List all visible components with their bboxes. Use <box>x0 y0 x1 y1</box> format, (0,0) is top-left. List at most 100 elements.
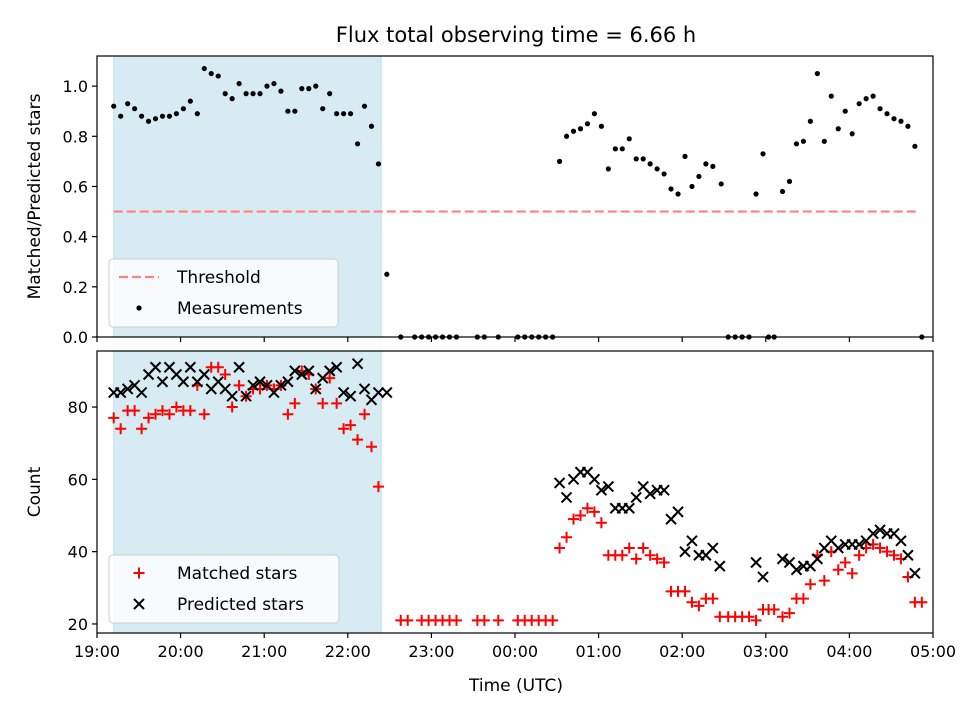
predicted-star-point <box>595 484 608 496</box>
measurement-point <box>264 83 270 89</box>
predicted-star-point <box>351 357 364 370</box>
y-tick-label: 40 <box>68 543 88 562</box>
matched-star-point <box>478 614 490 626</box>
measurement-point <box>814 70 820 77</box>
legend-label: Measurements <box>177 299 303 319</box>
matched-star-point <box>777 611 789 623</box>
measurement-point <box>118 113 124 119</box>
predicted-star-point <box>310 383 322 395</box>
matched-star-point <box>768 604 780 615</box>
predicted-star-point <box>811 553 824 565</box>
matched-star-point <box>338 423 350 435</box>
predicted-star-point <box>832 542 844 554</box>
measurement-point <box>710 163 716 169</box>
measurement-point <box>354 141 361 147</box>
predicted-star-point <box>853 538 865 551</box>
matched-star-point <box>359 408 371 420</box>
measurement-point <box>577 126 584 132</box>
matched-star-point <box>846 567 858 579</box>
predicted-star-point <box>776 553 789 565</box>
measurement-point <box>384 271 390 277</box>
measurement-point <box>828 93 834 99</box>
legend-predicted-swatch <box>133 598 145 610</box>
measurement-point <box>125 101 131 107</box>
measurement-point <box>591 111 598 117</box>
predicted-star-point <box>790 564 803 576</box>
predicted-star-point <box>135 386 148 399</box>
measurement-point <box>556 158 563 164</box>
chart-title: Flux total observing time = 6.66 h <box>336 23 696 47</box>
predicted-star-point <box>867 527 879 540</box>
predicted-star-point <box>303 365 315 377</box>
measurement-point <box>760 151 766 157</box>
y-tick-label: 0.6 <box>63 177 88 196</box>
measurement-point <box>180 106 186 112</box>
x-tick-label: 21:00 <box>241 642 287 661</box>
x-tick-label: 03:00 <box>743 642 789 661</box>
measurement-point <box>563 133 570 139</box>
matched-star-point <box>832 564 844 576</box>
matched-star-point <box>136 423 148 435</box>
predicted-star-point <box>296 368 308 381</box>
measurement-point <box>375 161 382 167</box>
matched-star-point <box>156 405 168 417</box>
matched-star-point <box>623 542 635 554</box>
measurement-point <box>320 106 326 112</box>
predicted-star-point <box>247 379 259 392</box>
predicted-star-point <box>658 484 670 496</box>
matched-star-point <box>797 593 809 605</box>
matched-star-point <box>679 585 691 597</box>
matched-star-point <box>616 549 628 561</box>
matched-star-point <box>450 614 462 626</box>
measurement-point <box>334 111 340 117</box>
measurement-point <box>159 113 166 119</box>
measurement-point <box>285 108 291 114</box>
predicted-star-point <box>381 386 393 399</box>
measurement-point <box>152 116 159 122</box>
measurement-point <box>807 118 813 124</box>
measurement-point <box>243 91 249 97</box>
measurement-point <box>682 153 688 159</box>
y-tick-label: 20 <box>68 615 88 634</box>
measurement-point <box>626 136 632 142</box>
x-tick-label: 20:00 <box>158 642 204 661</box>
measurement-point <box>856 101 862 107</box>
measurement-point <box>800 138 807 144</box>
matched-star-point <box>547 614 559 626</box>
predicted-star-point <box>198 368 210 381</box>
measurement-point <box>898 118 904 124</box>
measurement-point <box>278 88 284 94</box>
predicted-star-point <box>672 506 684 518</box>
measurement-point <box>208 70 214 77</box>
measurement-point <box>257 91 263 97</box>
measurement-point <box>912 143 918 149</box>
measurement-point <box>779 188 786 195</box>
y-axis-label: Matched/Predicted stars <box>25 93 45 299</box>
measurement-point <box>347 111 354 117</box>
matched-star-point <box>402 614 414 626</box>
measurement-point <box>786 178 793 185</box>
x-tick-label: 22:00 <box>325 642 371 661</box>
predicted-star-point <box>282 376 294 388</box>
measurement-point <box>229 96 235 102</box>
matched-star-point <box>853 549 865 561</box>
matched-star-point <box>595 517 607 529</box>
y-tick-label: 0.4 <box>63 228 88 247</box>
x-tick-label: 05:00 <box>910 642 956 661</box>
matched-star-point <box>115 423 127 435</box>
y-tick-label: 0.0 <box>63 328 88 347</box>
predicted-star-point <box>895 535 907 547</box>
legend-box <box>108 554 340 624</box>
matched-star-point <box>581 502 593 514</box>
matched-star-point <box>198 408 210 420</box>
predicted-star-point <box>344 390 357 402</box>
measurement-point <box>640 156 646 162</box>
y-tick-label: 60 <box>68 470 88 489</box>
x-axis-label: Time (UTC) <box>468 676 563 696</box>
measurement-point <box>849 131 855 137</box>
legend-measurement-swatch <box>136 305 142 311</box>
measurement-point <box>753 191 759 197</box>
matched-star-point <box>743 611 755 623</box>
measurement-point <box>250 91 256 97</box>
